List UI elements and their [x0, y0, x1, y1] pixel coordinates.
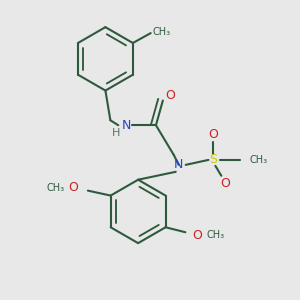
- Text: O: O: [208, 128, 218, 141]
- Text: S: S: [209, 153, 217, 167]
- Text: CH₃: CH₃: [153, 27, 171, 37]
- Text: N: N: [122, 119, 131, 132]
- Text: N: N: [174, 158, 183, 171]
- Text: O: O: [220, 177, 230, 190]
- Text: O: O: [192, 229, 202, 242]
- Text: O: O: [165, 89, 175, 102]
- Text: CH₃: CH₃: [47, 183, 65, 193]
- Text: O: O: [68, 181, 78, 194]
- Text: CH₃: CH₃: [249, 155, 267, 165]
- Text: CH₃: CH₃: [206, 230, 224, 240]
- Text: H: H: [112, 128, 121, 138]
